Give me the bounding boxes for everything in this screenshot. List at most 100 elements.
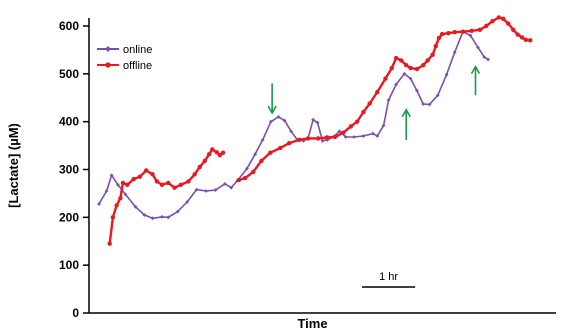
offline-data-point — [172, 185, 177, 190]
online-data-point — [415, 88, 419, 93]
online-data-point — [115, 182, 120, 187]
y-tick-label: 600 — [59, 19, 79, 33]
online-data-point — [229, 185, 234, 190]
offline-data-point — [114, 203, 119, 208]
online-data-point — [175, 209, 180, 214]
legend-label-online: online — [123, 44, 152, 56]
offline-data-point — [137, 174, 143, 179]
legend-marker-online — [105, 46, 111, 52]
online-data-point — [194, 187, 199, 192]
offline-data-point — [354, 119, 360, 124]
offline-data-point — [511, 27, 516, 33]
arrow-annotations — [267, 65, 481, 140]
y-tick-label: 200 — [59, 210, 79, 224]
legend-item-online: online — [97, 44, 152, 56]
online-data-point — [109, 173, 114, 178]
x-axis-label: Time — [297, 316, 327, 331]
offline-data-point — [107, 241, 112, 246]
offline-data-point — [404, 63, 409, 68]
online-data-point — [253, 152, 258, 157]
online-data-point — [427, 102, 432, 107]
green-arrow-down-icon — [267, 83, 277, 115]
offline-data-point — [375, 89, 380, 95]
series-online — [97, 29, 490, 221]
scale-bar-label: 1 hr — [379, 271, 398, 283]
offline-data-point — [214, 150, 219, 155]
online-data-point — [421, 102, 426, 106]
offline-data-point — [186, 179, 191, 184]
green-arrow-up-icon — [470, 65, 481, 96]
online-data-point — [282, 118, 287, 123]
y-tick-label: 300 — [59, 163, 79, 177]
online-data-point — [444, 72, 449, 77]
online-data-point — [476, 45, 480, 50]
axes: 0 100 200 300 400 500 600 [Lactate] (µM) Time — [6, 18, 556, 331]
offline-data-point — [515, 32, 520, 37]
offline-data-point — [367, 101, 372, 106]
offline-data-point — [433, 43, 439, 49]
online-data-point — [123, 192, 128, 197]
offline-data-point — [425, 58, 430, 63]
legend-item-offline: offline — [97, 60, 152, 72]
offline-data-point — [361, 109, 366, 115]
offline-data-point — [217, 152, 223, 158]
offline-data-point — [118, 196, 123, 201]
offline-data-point — [452, 30, 457, 35]
offline-data-point — [414, 66, 420, 72]
online-data-point — [381, 123, 386, 128]
online-data-point — [482, 55, 487, 59]
offline-data-point — [202, 158, 207, 164]
online-data-point — [343, 135, 348, 139]
offline-data-point — [332, 134, 338, 140]
offline-data-point — [519, 35, 525, 40]
offline-data-point — [500, 16, 506, 22]
online-data-point — [142, 213, 147, 217]
offline-data-point — [166, 180, 171, 186]
offline-data-point — [528, 38, 533, 43]
offline-data-point — [131, 176, 136, 182]
offline-data-point — [197, 164, 202, 170]
offline-data-point — [383, 76, 388, 81]
online-data-point — [223, 181, 227, 186]
offline-data-point — [220, 150, 226, 155]
offline-data-point — [490, 19, 495, 24]
offline-data-point — [154, 179, 160, 184]
online-data-point — [289, 129, 293, 134]
offline-data-point — [110, 215, 116, 220]
offline-data-point — [430, 52, 435, 57]
online-data-point — [486, 57, 490, 62]
y-axis-label: [Lactate] (µM) — [6, 123, 21, 208]
offline-data-point — [297, 137, 302, 143]
offline-data-point — [125, 182, 130, 188]
online-data-point — [268, 119, 273, 124]
legend: online offline — [97, 44, 152, 72]
offline-data-point — [268, 150, 273, 155]
series-offline — [107, 15, 533, 246]
time-scale-bar: 1 hr — [362, 271, 416, 288]
online-data-point — [213, 188, 218, 192]
offline-data-point — [439, 31, 445, 37]
online-data-point — [402, 71, 407, 76]
offline-data-point — [389, 65, 394, 71]
online-data-point — [468, 33, 473, 38]
offline-data-point — [469, 28, 474, 33]
online-data-point — [361, 134, 366, 138]
y-tick-label: 400 — [59, 115, 79, 129]
offline-data-point — [477, 27, 483, 33]
offline-data-point — [315, 136, 321, 141]
online-data-point — [166, 215, 171, 220]
offline-data-point — [236, 177, 241, 183]
y-ticks: 0 100 200 300 400 500 600 — [59, 19, 89, 320]
offline-data-point — [496, 15, 501, 20]
online-data-point — [375, 134, 380, 138]
online-data-point — [276, 114, 281, 119]
offline-data-point — [523, 37, 529, 43]
offline-series-line — [238, 16, 531, 182]
online-data-point — [386, 98, 391, 103]
offline-data-point — [398, 58, 404, 63]
offline-data-point — [436, 35, 442, 41]
online-data-point — [204, 189, 208, 193]
offline-data-point — [206, 151, 212, 157]
series-layer — [97, 15, 533, 246]
